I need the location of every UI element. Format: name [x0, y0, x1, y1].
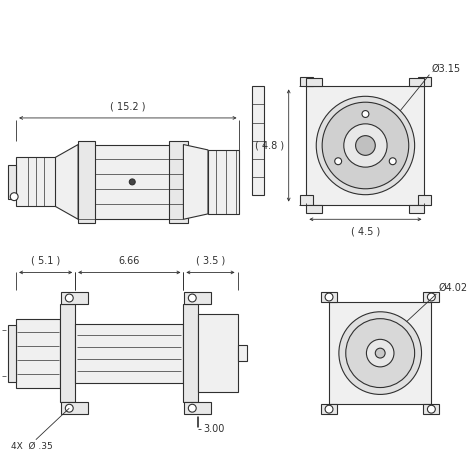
Circle shape — [188, 294, 196, 302]
Bar — [198, 314, 237, 392]
Circle shape — [335, 158, 342, 164]
Text: 4X  Ø .35: 4X Ø .35 — [11, 442, 53, 451]
Bar — [237, 345, 247, 361]
Circle shape — [356, 136, 375, 155]
Bar — [16, 319, 60, 388]
Bar — [306, 78, 322, 86]
Bar — [300, 77, 313, 86]
Text: ( 3.5 ): ( 3.5 ) — [196, 255, 225, 265]
Text: 3.00: 3.00 — [203, 424, 225, 434]
Bar — [409, 78, 425, 86]
Text: ( 4.8 ): ( 4.8 ) — [255, 140, 284, 150]
Circle shape — [325, 293, 333, 301]
Circle shape — [65, 404, 73, 412]
Circle shape — [129, 179, 135, 185]
Bar — [418, 77, 431, 86]
Bar — [306, 204, 322, 213]
Circle shape — [362, 110, 369, 118]
Circle shape — [346, 319, 415, 388]
Bar — [252, 86, 264, 195]
Circle shape — [344, 124, 387, 167]
Circle shape — [428, 405, 435, 413]
Text: ( 4.5 ): ( 4.5 ) — [351, 226, 380, 236]
Bar — [306, 86, 425, 204]
Bar — [321, 292, 337, 302]
Bar — [8, 165, 16, 199]
Bar — [16, 157, 55, 207]
Bar — [184, 402, 211, 414]
Bar — [60, 304, 75, 402]
Bar — [75, 324, 183, 383]
Bar — [423, 292, 439, 302]
Bar — [409, 204, 425, 213]
Polygon shape — [183, 145, 208, 219]
Bar — [418, 195, 431, 204]
Text: 6.66: 6.66 — [118, 255, 140, 265]
Text: Ø4.02: Ø4.02 — [438, 283, 467, 293]
Bar — [183, 304, 198, 402]
Text: ( 15.2 ): ( 15.2 ) — [110, 101, 146, 111]
Bar — [62, 292, 88, 304]
Bar — [423, 404, 439, 414]
Bar — [184, 292, 211, 304]
Text: Ø3.15: Ø3.15 — [431, 64, 460, 73]
Circle shape — [322, 102, 409, 189]
Bar — [321, 404, 337, 414]
Bar — [300, 195, 313, 204]
Bar — [329, 302, 431, 404]
Polygon shape — [55, 145, 78, 219]
Bar — [8, 325, 16, 382]
Bar — [62, 402, 88, 414]
Bar — [208, 150, 239, 214]
Circle shape — [65, 294, 73, 302]
Circle shape — [389, 158, 396, 164]
Bar — [169, 141, 188, 223]
Circle shape — [188, 404, 196, 412]
Circle shape — [10, 193, 18, 201]
Circle shape — [366, 339, 394, 367]
Circle shape — [428, 293, 435, 301]
Bar — [78, 141, 95, 223]
Circle shape — [325, 405, 333, 413]
Circle shape — [316, 96, 415, 195]
Bar — [78, 145, 183, 219]
Circle shape — [339, 312, 421, 394]
Circle shape — [375, 348, 385, 358]
Text: ( 5.1 ): ( 5.1 ) — [31, 255, 60, 265]
